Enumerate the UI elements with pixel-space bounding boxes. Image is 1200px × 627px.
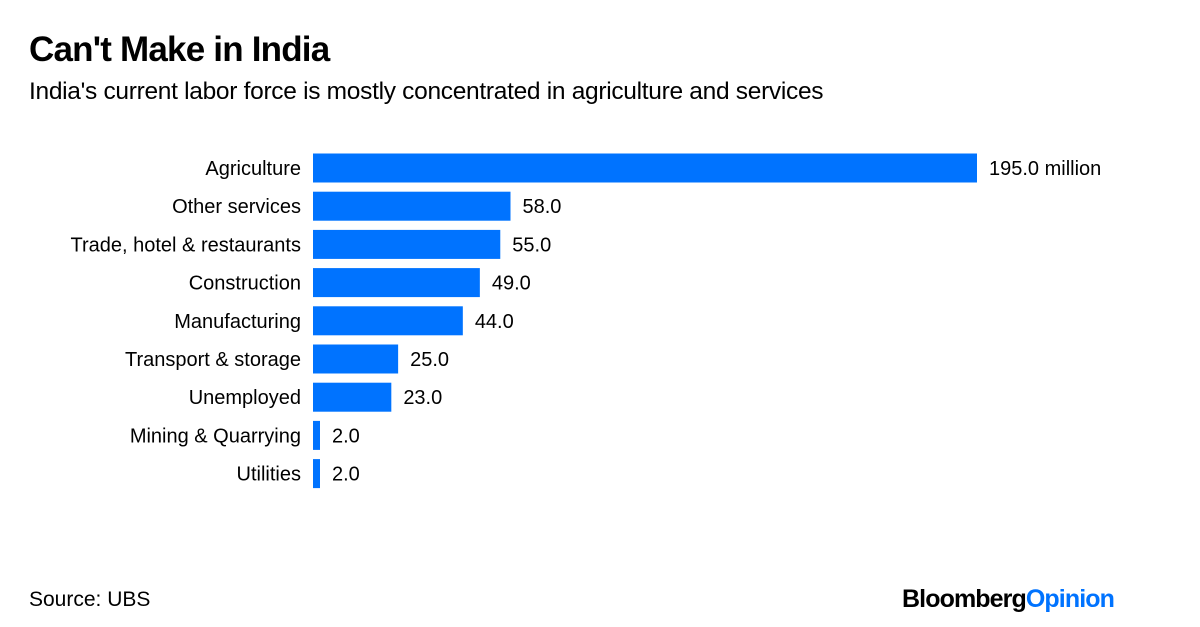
value-label: 58.0	[522, 196, 561, 218]
value-label: 44.0	[475, 311, 514, 333]
category-label: Trade, hotel & restaurants	[71, 234, 302, 256]
category-label: Unemployed	[189, 387, 301, 409]
bar-construction	[313, 268, 480, 298]
value-label: 23.0	[403, 387, 442, 409]
bloomberg-opinion-logo: BloombergOpinion	[902, 585, 1115, 614]
bar-unemployed	[313, 382, 392, 412]
value-label: 55.0	[512, 234, 551, 256]
bar-mining-quarrying	[313, 420, 320, 450]
chart-subtitle: India's current labor force is mostly co…	[29, 78, 824, 105]
bar-other-services	[313, 191, 511, 221]
value-label: 25.0	[410, 349, 449, 371]
logo-opinion: Opinion	[1025, 585, 1115, 613]
value-label: 2.0	[332, 425, 360, 447]
bar-agriculture	[313, 153, 977, 183]
logo-bloomberg: Bloomberg	[902, 585, 1027, 613]
category-label: Transport & storage	[125, 349, 301, 371]
category-label: Mining & Quarrying	[130, 425, 301, 447]
value-label: 195.0 million	[989, 158, 1101, 180]
source-note: Source: UBS	[29, 588, 151, 611]
category-label: Construction	[189, 273, 301, 295]
bar-chart: Agriculture 195.0 million Other services 58…	[71, 153, 1101, 489]
value-label: 2.0	[332, 464, 360, 486]
category-label: Other services	[172, 196, 301, 218]
bar-trade-hotel-restaurants	[313, 229, 501, 259]
category-label: Agriculture	[205, 158, 301, 180]
category-label: Manufacturing	[174, 311, 301, 333]
bar-manufacturing	[313, 306, 463, 336]
chart-title: Can't Make in India	[29, 30, 330, 69]
bar-transport-storage	[313, 344, 399, 374]
category-label: Utilities	[237, 464, 301, 486]
bar-utilities	[313, 459, 320, 489]
value-label: 49.0	[492, 273, 531, 295]
